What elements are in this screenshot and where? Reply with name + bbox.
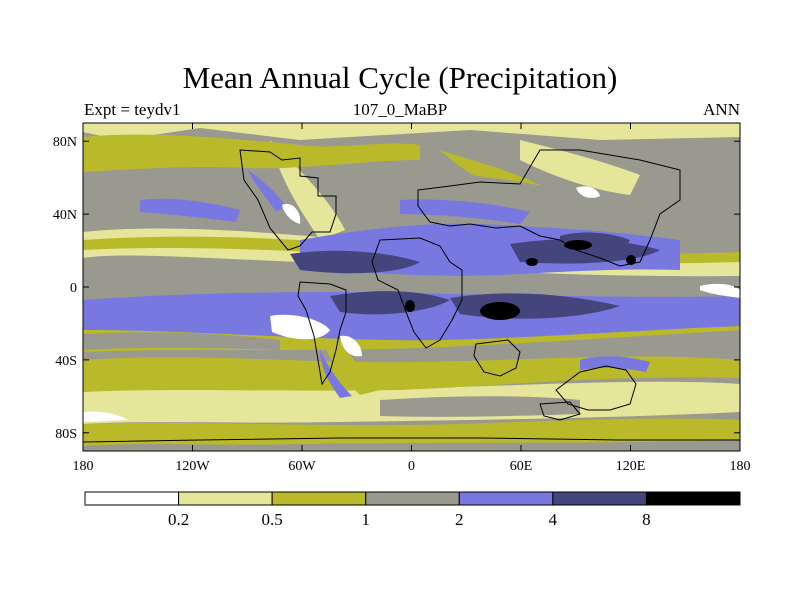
precip-above-8-region xyxy=(405,240,636,320)
legend-color-box xyxy=(271,491,367,506)
legend-level-label: 0.5 xyxy=(262,510,283,529)
lon-tick-label: 120W xyxy=(175,459,210,474)
lat-tick-label: 80N xyxy=(53,135,77,150)
lon-tick-label: 60E xyxy=(510,459,533,474)
experiment-label: Expt = teydv1 xyxy=(84,100,181,119)
lat-tick-label: 0 xyxy=(70,281,77,296)
legend-level-label: 8 xyxy=(642,510,651,529)
legend-level-label: 2 xyxy=(455,510,464,529)
lon-tick-label: 0 xyxy=(408,459,415,474)
precip-below-0.2-region xyxy=(83,186,740,422)
coastlines xyxy=(83,149,740,443)
time-label: 107_0_MaBP xyxy=(352,100,448,119)
legend-color-box xyxy=(84,491,180,506)
lat-tick-label: 40S xyxy=(55,354,77,369)
lat-tick-label: 80S xyxy=(55,427,77,442)
legend-color-box xyxy=(552,491,647,506)
legend-level-label: 1 xyxy=(361,510,370,529)
plot-title: Mean Annual Cycle (Precipitation) xyxy=(182,60,618,95)
season-label: ANN xyxy=(703,100,740,119)
legend-color-box xyxy=(458,491,554,506)
map-field xyxy=(83,123,740,451)
lon-tick-label: 180 xyxy=(73,459,94,474)
legend-color-box xyxy=(645,491,741,506)
longitude-axis: 180 120W 60W 0 60E 120E 180 xyxy=(73,123,751,474)
legend-color-box xyxy=(178,491,273,506)
legend-level-label: 0.2 xyxy=(168,510,189,529)
legend-level-label: 4 xyxy=(549,510,558,529)
precip-4-8-region xyxy=(290,232,660,319)
legend-color-box xyxy=(365,491,460,506)
lon-tick-label: 60W xyxy=(288,459,316,474)
color-legend: 0.2 0.5 1 2 4 8 xyxy=(84,491,741,529)
lon-tick-label: 180 xyxy=(730,459,751,474)
lat-tick-label: 40N xyxy=(53,208,77,223)
lon-tick-label: 120E xyxy=(616,459,646,474)
latitude-axis: 80N 40N 0 40S 80S xyxy=(53,135,740,442)
